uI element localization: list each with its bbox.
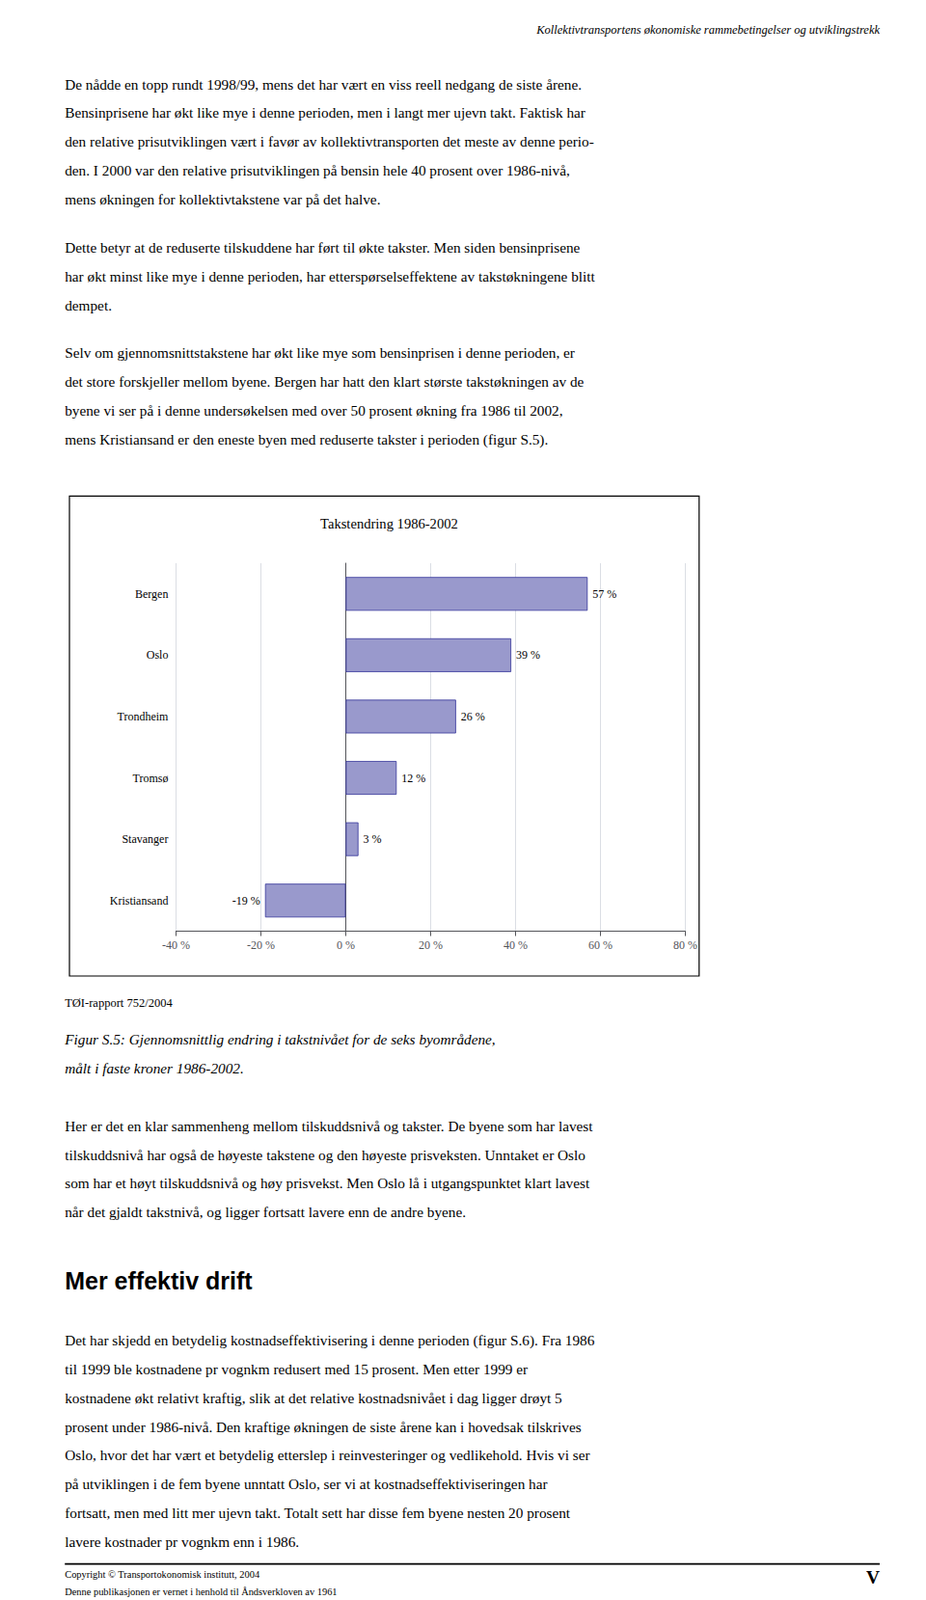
svg-text:Trondheim: Trondheim bbox=[116, 709, 169, 724]
svg-text:Copyright © Transportokonomisk: Copyright © Transportokonomisk institutt… bbox=[64, 1569, 261, 1580]
svg-text:Bergen: Bergen bbox=[135, 587, 168, 601]
svg-text:det store forskjeller mellom b: det store forskjeller mellom byene. Berg… bbox=[64, 373, 584, 390]
svg-text:V: V bbox=[866, 1567, 880, 1588]
svg-text:prosent under 1986-nivå. Den k: prosent under 1986-nivå. Den kraftige øk… bbox=[64, 1418, 581, 1436]
svg-text:Dette betyr at de reduserte ti: Dette betyr at de reduserte tilskuddene … bbox=[64, 239, 580, 256]
svg-text:3 %: 3 % bbox=[363, 832, 382, 846]
svg-text:12 %: 12 % bbox=[401, 771, 426, 786]
svg-text:mens Kristiansand er den enest: mens Kristiansand er den eneste byen med… bbox=[64, 431, 548, 449]
svg-text:Selv om gjennomsnittstakstene: Selv om gjennomsnittstakstene har økt li… bbox=[64, 344, 575, 361]
svg-text:40 %: 40 % bbox=[503, 938, 528, 953]
svg-text:dempet.: dempet. bbox=[64, 297, 112, 314]
svg-text:TØI-rapport 752/2004: TØI-rapport 752/2004 bbox=[64, 996, 173, 1010]
svg-text:Oslo: Oslo bbox=[146, 648, 169, 662]
svg-text:De nådde en topp rundt 1998/99: De nådde en topp rundt 1998/99, mens det… bbox=[64, 76, 582, 93]
svg-text:Det har skjedd en betydelig ko: Det har skjedd en betydelig kostnadseffe… bbox=[64, 1332, 596, 1350]
svg-text:har økt minst like mye i denne: har økt minst like mye i denne perioden,… bbox=[64, 268, 596, 285]
svg-text:lavere kostnader pr vognkm enn: lavere kostnader pr vognkm enn i 1986. bbox=[64, 1533, 300, 1551]
svg-text:Tromsø: Tromsø bbox=[132, 771, 168, 786]
svg-text:når det gjaldt takstnivå, og l: når det gjaldt takstnivå, og ligger fort… bbox=[64, 1203, 466, 1221]
svg-text:Mer effektiv drift: Mer effektiv drift bbox=[64, 1267, 253, 1295]
svg-text:0 %: 0 % bbox=[336, 938, 355, 953]
svg-text:Her er det en klar sammenheng: Her er det en klar sammenheng mellom til… bbox=[64, 1117, 594, 1135]
svg-text:-20 %: -20 % bbox=[246, 938, 275, 953]
svg-text:-19 %: -19 % bbox=[232, 894, 261, 908]
svg-text:80 %: 80 % bbox=[673, 938, 698, 953]
svg-text:Takstendring 1986-2002: Takstendring 1986-2002 bbox=[320, 516, 459, 532]
svg-text:39 %: 39 % bbox=[516, 648, 541, 662]
svg-text:Kristiansand: Kristiansand bbox=[109, 894, 169, 908]
svg-text:den relative prisutviklingen v: den relative prisutviklingen vært i favø… bbox=[64, 133, 595, 150]
svg-text:Bensinprisene har økt like mye: Bensinprisene har økt like mye i denne p… bbox=[64, 104, 586, 121]
svg-text:mens økningen for kollektivtak: mens økningen for kollektivtakstene var … bbox=[64, 190, 381, 208]
svg-text:-40 %: -40 % bbox=[162, 938, 191, 953]
svg-text:byene vi ser på i denne unders: byene vi ser på i denne undersøkelsen me… bbox=[64, 402, 563, 419]
svg-text:kostnadene økt relativt krafti: kostnadene økt relativt kraftig, slik at… bbox=[64, 1389, 563, 1407]
svg-text:26 %: 26 % bbox=[461, 709, 486, 724]
svg-text:20 %: 20 % bbox=[418, 938, 443, 953]
svg-text:Figur S.5: Gjennomsnittlig end: Figur S.5: Gjennomsnittlig endring i tak… bbox=[63, 1031, 495, 1048]
svg-text:tilskuddsnivå har også de høye: tilskuddsnivå har også de høyeste takste… bbox=[64, 1146, 586, 1164]
svg-text:Oslo, hvor det har vært et bet: Oslo, hvor det har vært et betydelig ett… bbox=[64, 1446, 590, 1464]
svg-text:fortsatt, men med litt mer uje: fortsatt, men med litt mer ujevn takt. T… bbox=[64, 1504, 572, 1522]
svg-text:på utviklingen i de fem byene: på utviklingen i de fem byene unntatt Os… bbox=[64, 1475, 547, 1493]
svg-text:den. I 2000 var den relative p: den. I 2000 var den relative prisutvikli… bbox=[64, 162, 571, 179]
svg-text:målt i faste kroner 1986-2002.: målt i faste kroner 1986-2002. bbox=[64, 1060, 245, 1077]
svg-text:57 %: 57 % bbox=[592, 587, 617, 601]
svg-text:som har et høyt tilskuddsnivå: som har et høyt tilskuddsnivå og høy pri… bbox=[64, 1174, 591, 1192]
svg-text:Kollektivtransportens økonomis: Kollektivtransportens økonomiske rammebe… bbox=[535, 23, 880, 37]
svg-text:Stavanger: Stavanger bbox=[121, 832, 168, 846]
svg-text:60 %: 60 % bbox=[588, 938, 613, 953]
svg-text:til 1999 ble kostnadene pr vog: til 1999 ble kostnadene pr vognkm reduse… bbox=[64, 1361, 528, 1378]
svg-text:Denne publikasjonen er vernet: Denne publikasjonen er vernet i henhold … bbox=[64, 1586, 337, 1598]
